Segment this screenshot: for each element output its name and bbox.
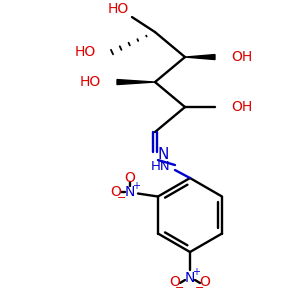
Text: N: N [185, 271, 195, 285]
Polygon shape [185, 55, 215, 60]
Polygon shape [117, 80, 155, 85]
Text: HO: HO [80, 75, 101, 89]
Text: HO: HO [107, 2, 129, 16]
Text: −: − [175, 283, 185, 293]
Text: O: O [110, 184, 122, 199]
Text: HN: HN [150, 160, 170, 172]
Text: −: − [117, 193, 127, 202]
Text: N: N [125, 184, 135, 199]
Text: +: + [132, 181, 140, 190]
Text: OH: OH [231, 50, 252, 64]
Text: O: O [200, 275, 210, 289]
Text: HO: HO [75, 45, 96, 59]
Text: O: O [169, 275, 180, 289]
Text: N: N [158, 146, 169, 161]
Text: O: O [124, 170, 135, 184]
Text: −: − [195, 283, 205, 293]
Text: OH: OH [231, 100, 252, 114]
Text: +: + [192, 267, 200, 277]
